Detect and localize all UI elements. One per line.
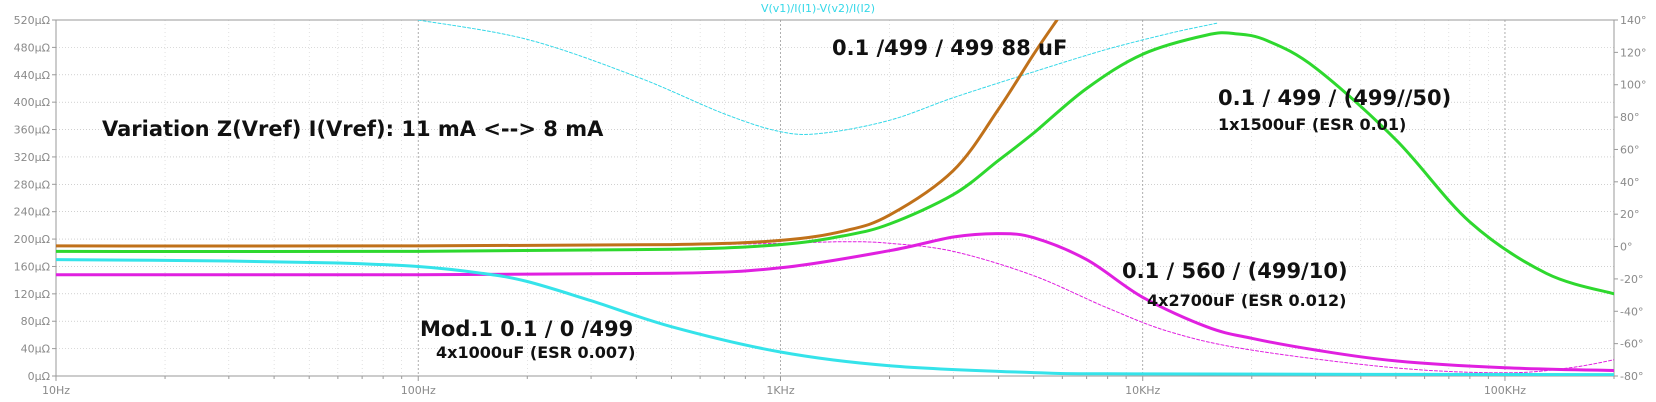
left-tick-label: 40µΩ <box>21 343 50 356</box>
right-tick-label: 100° <box>1620 79 1647 92</box>
sublabel-magenta-series: 4x2700uF (ESR 0.012) <box>1147 291 1346 310</box>
left-tick-label: 240µΩ <box>14 206 50 219</box>
left-tick-label: 120µΩ <box>14 288 50 301</box>
sublabel-green-series: 1x1500uF (ESR 0.01) <box>1218 115 1406 134</box>
right-tick-label: -80° <box>1620 370 1643 383</box>
left-tick-label: 0µΩ <box>28 370 50 383</box>
series-group <box>56 20 1614 376</box>
series-line-0-1-499-499-88-uf <box>56 20 1059 248</box>
right-tick-label: 0° <box>1620 241 1633 254</box>
right-tick-label: 20° <box>1620 208 1640 221</box>
x-tick-label: 10KHz <box>1125 384 1160 397</box>
left-tick-label: 520µΩ <box>14 14 50 27</box>
x-tick-label: 100Hz <box>401 384 436 397</box>
right-tick-label: -60° <box>1620 338 1643 351</box>
left-tick-label: 440µΩ <box>14 69 50 82</box>
left-tick-label: 200µΩ <box>14 233 50 246</box>
label-magenta-series: 0.1 / 560 / (499/10) <box>1122 259 1348 283</box>
series-line-0-1-499-499-50 <box>56 31 1614 296</box>
right-tick-label: 60° <box>1620 143 1640 156</box>
right-tick-label: -40° <box>1620 305 1643 318</box>
series-line-phase-magenta <box>417 241 1614 374</box>
left-tick-label: 360µΩ <box>14 124 50 137</box>
right-tick-label: 40° <box>1620 176 1640 189</box>
label-cyan-series: Mod.1 0.1 / 0 /499 <box>420 317 633 341</box>
series-line-0-1-560-499-10 <box>56 232 1614 372</box>
sublabel-cyan-series: 4x1000uF (ESR 0.007) <box>436 343 635 362</box>
series-line-mod-1-0-1-0-499 <box>56 258 1614 376</box>
plot-frame <box>55 19 1615 377</box>
left-tick-label: 80µΩ <box>21 315 50 328</box>
right-tick-label: -20° <box>1620 273 1643 286</box>
chart-heading: Variation Z(Vref) I(Vref): 11 mA <--> 8 … <box>102 117 604 141</box>
label-green-series: 0.1 / 499 / (499//50) <box>1218 86 1451 110</box>
series-line-phase-cyan <box>417 20 1218 135</box>
x-tick-label: 100KHz <box>1484 384 1526 397</box>
left-tick-label: 280µΩ <box>14 178 50 191</box>
left-tick-label: 320µΩ <box>14 151 50 164</box>
right-tick-label: 120° <box>1620 46 1647 59</box>
grid <box>56 20 1614 376</box>
left-tick-label: 400µΩ <box>14 96 50 109</box>
left-tick-label: 160µΩ <box>14 260 50 273</box>
label-brown-series: 0.1 /499 / 499 88 uF <box>832 36 1067 60</box>
x-tick-label: 10Hz <box>42 384 70 397</box>
axes: 0µΩ 40µΩ 80µΩ 120µΩ 160µΩ 200µΩ 240µΩ 280µΩ 320µ… <box>14 14 1647 397</box>
x-tick-label: 1KHz <box>766 384 794 397</box>
left-tick-label: 480µΩ <box>14 41 50 54</box>
right-tick-label: 80° <box>1620 111 1640 124</box>
right-tick-label: 140° <box>1620 14 1647 27</box>
chart-title: V(v1)/I(I1)-V(v2)/I(I2) <box>761 2 875 15</box>
